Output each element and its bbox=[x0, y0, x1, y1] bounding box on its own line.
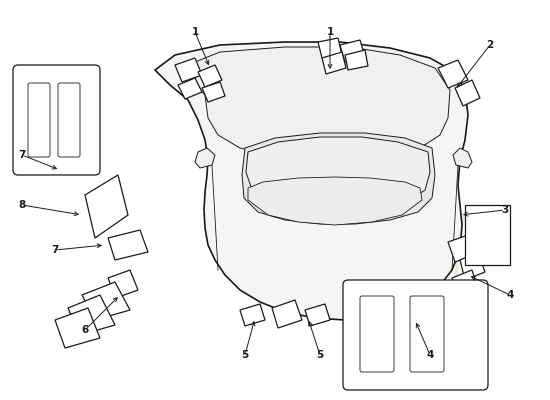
Text: 6: 6 bbox=[81, 325, 89, 335]
Text: 3: 3 bbox=[502, 205, 509, 215]
Polygon shape bbox=[108, 270, 138, 298]
Polygon shape bbox=[178, 78, 202, 99]
Polygon shape bbox=[68, 295, 115, 335]
FancyBboxPatch shape bbox=[13, 65, 100, 175]
Polygon shape bbox=[55, 308, 100, 348]
Text: 1: 1 bbox=[191, 27, 199, 37]
Polygon shape bbox=[345, 50, 368, 70]
Polygon shape bbox=[438, 60, 468, 88]
Polygon shape bbox=[175, 58, 202, 82]
Text: since 1985: since 1985 bbox=[335, 190, 505, 250]
Text: 5: 5 bbox=[241, 350, 249, 360]
Polygon shape bbox=[305, 304, 330, 326]
Polygon shape bbox=[108, 230, 148, 260]
Text: 4: 4 bbox=[426, 350, 434, 360]
Polygon shape bbox=[202, 82, 225, 102]
Text: 7: 7 bbox=[18, 150, 26, 160]
Polygon shape bbox=[465, 205, 510, 265]
Polygon shape bbox=[242, 133, 435, 224]
Polygon shape bbox=[340, 40, 365, 62]
Polygon shape bbox=[455, 80, 480, 106]
Polygon shape bbox=[180, 47, 450, 158]
Polygon shape bbox=[246, 137, 430, 211]
Text: 2: 2 bbox=[486, 40, 494, 50]
Polygon shape bbox=[198, 65, 222, 87]
Polygon shape bbox=[248, 177, 422, 225]
Text: 5: 5 bbox=[316, 350, 323, 360]
Text: 1: 1 bbox=[326, 27, 334, 37]
Polygon shape bbox=[85, 175, 128, 238]
FancyBboxPatch shape bbox=[343, 280, 488, 390]
Polygon shape bbox=[240, 304, 265, 326]
Polygon shape bbox=[318, 38, 342, 58]
Polygon shape bbox=[155, 42, 468, 320]
Polygon shape bbox=[195, 148, 215, 168]
Polygon shape bbox=[460, 252, 485, 280]
Text: 4: 4 bbox=[507, 290, 514, 300]
Text: 8: 8 bbox=[18, 200, 26, 210]
Polygon shape bbox=[453, 148, 472, 168]
Text: 7: 7 bbox=[51, 245, 59, 255]
Text: e: e bbox=[353, 114, 427, 236]
Polygon shape bbox=[322, 52, 346, 74]
Polygon shape bbox=[272, 300, 302, 328]
Polygon shape bbox=[448, 235, 475, 262]
Polygon shape bbox=[82, 282, 130, 320]
Polygon shape bbox=[452, 270, 478, 298]
Text: a passion: a passion bbox=[278, 251, 462, 289]
